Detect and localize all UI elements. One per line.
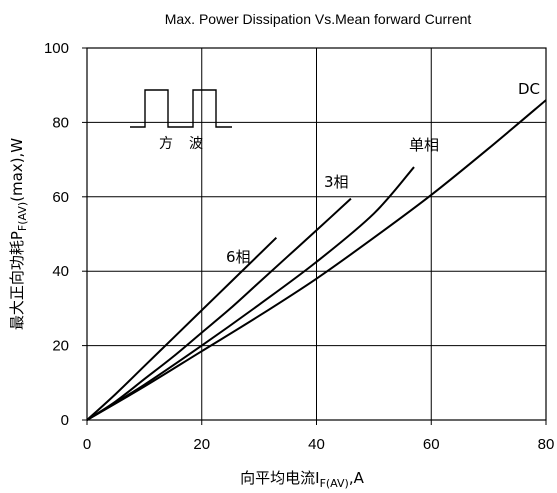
series-line-0 xyxy=(86,237,278,421)
series-line-1 xyxy=(86,197,352,421)
series-line-3 xyxy=(86,99,547,421)
inset-label-fang: 方 xyxy=(159,136,173,152)
x-tick-label: 40 xyxy=(308,436,325,453)
series-label-dc: DC xyxy=(518,80,540,98)
y-tick-label: 0 xyxy=(61,412,69,429)
y-tick-label: 60 xyxy=(52,189,69,206)
y-axis-label-sub: F(AV) xyxy=(16,202,29,231)
series-label-3phase: 3相 xyxy=(324,173,349,191)
chart-title: Max. Power Dissipation Vs.Mean forward C… xyxy=(165,11,472,27)
series-label-single-phase: 单相 xyxy=(409,136,439,154)
inset-label-bo: 波 xyxy=(189,136,203,152)
x-tick-label: 0 xyxy=(83,436,91,453)
y-tick-label: 20 xyxy=(52,338,69,355)
ticks: 0 20 40 60 80 0 20 40 60 80 100 xyxy=(44,40,554,453)
square-wave-inset: 方 波 xyxy=(130,89,232,152)
y-axis-label: 最大正向功耗PF(AV)(max),W xyxy=(8,138,29,330)
series-label-6phase: 6相 xyxy=(226,248,251,266)
series-line-2 xyxy=(86,166,415,421)
x-axis-label-sub: F(AV) xyxy=(320,477,349,490)
x-axis-label-main: 向平均电流I xyxy=(240,469,319,487)
y-axis-label-main: 最大正向功耗P xyxy=(8,231,26,330)
y-tick-label: 100 xyxy=(44,40,69,57)
square-wave-icon xyxy=(130,89,232,128)
grid xyxy=(87,48,546,420)
x-axis-label: 向平均电流IF(AV),A xyxy=(240,469,364,490)
y-axis-label-unit: (max),W xyxy=(8,138,26,202)
x-tick-label: 20 xyxy=(193,436,210,453)
x-tick-label: 80 xyxy=(538,436,555,453)
y-tick-label: 40 xyxy=(52,263,69,280)
x-axis-label-unit: ,A xyxy=(349,469,365,487)
x-tick-label: 60 xyxy=(423,436,440,453)
y-tick-label: 80 xyxy=(52,114,69,131)
series-lines xyxy=(86,99,547,421)
